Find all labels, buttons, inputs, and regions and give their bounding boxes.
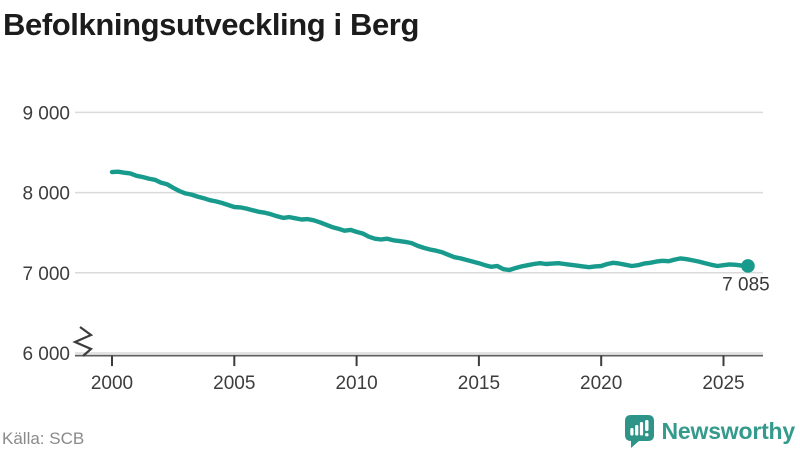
y-tick-label: 9 000 (22, 103, 70, 124)
end-point-dot (741, 259, 755, 273)
axis-break-icon (72, 326, 94, 357)
x-tick-label: 2020 (580, 373, 622, 394)
x-tick-label: 2025 (702, 373, 744, 394)
x-tick-label: 2005 (213, 373, 255, 394)
population-line (109, 169, 751, 273)
end-value-label: 7 085 (722, 274, 770, 295)
y-tick-label: 8 000 (22, 184, 70, 205)
x-tick-label: 2015 (458, 373, 500, 394)
y-tick-label: 7 000 (22, 264, 70, 285)
newsworthy-wordmark: Newsworthy (661, 418, 796, 444)
source-caption: Källa: SCB (2, 429, 85, 448)
x-tick-label: 2000 (91, 373, 133, 394)
newsworthy-icon (624, 415, 654, 448)
x-tick-label: 2010 (335, 373, 377, 394)
y-tick-label: 6 000 (22, 344, 70, 365)
chart-title: Befolkningsutveckling i Berg (3, 7, 419, 42)
newsworthy-logo[interactable]: Newsworthy (624, 415, 796, 448)
